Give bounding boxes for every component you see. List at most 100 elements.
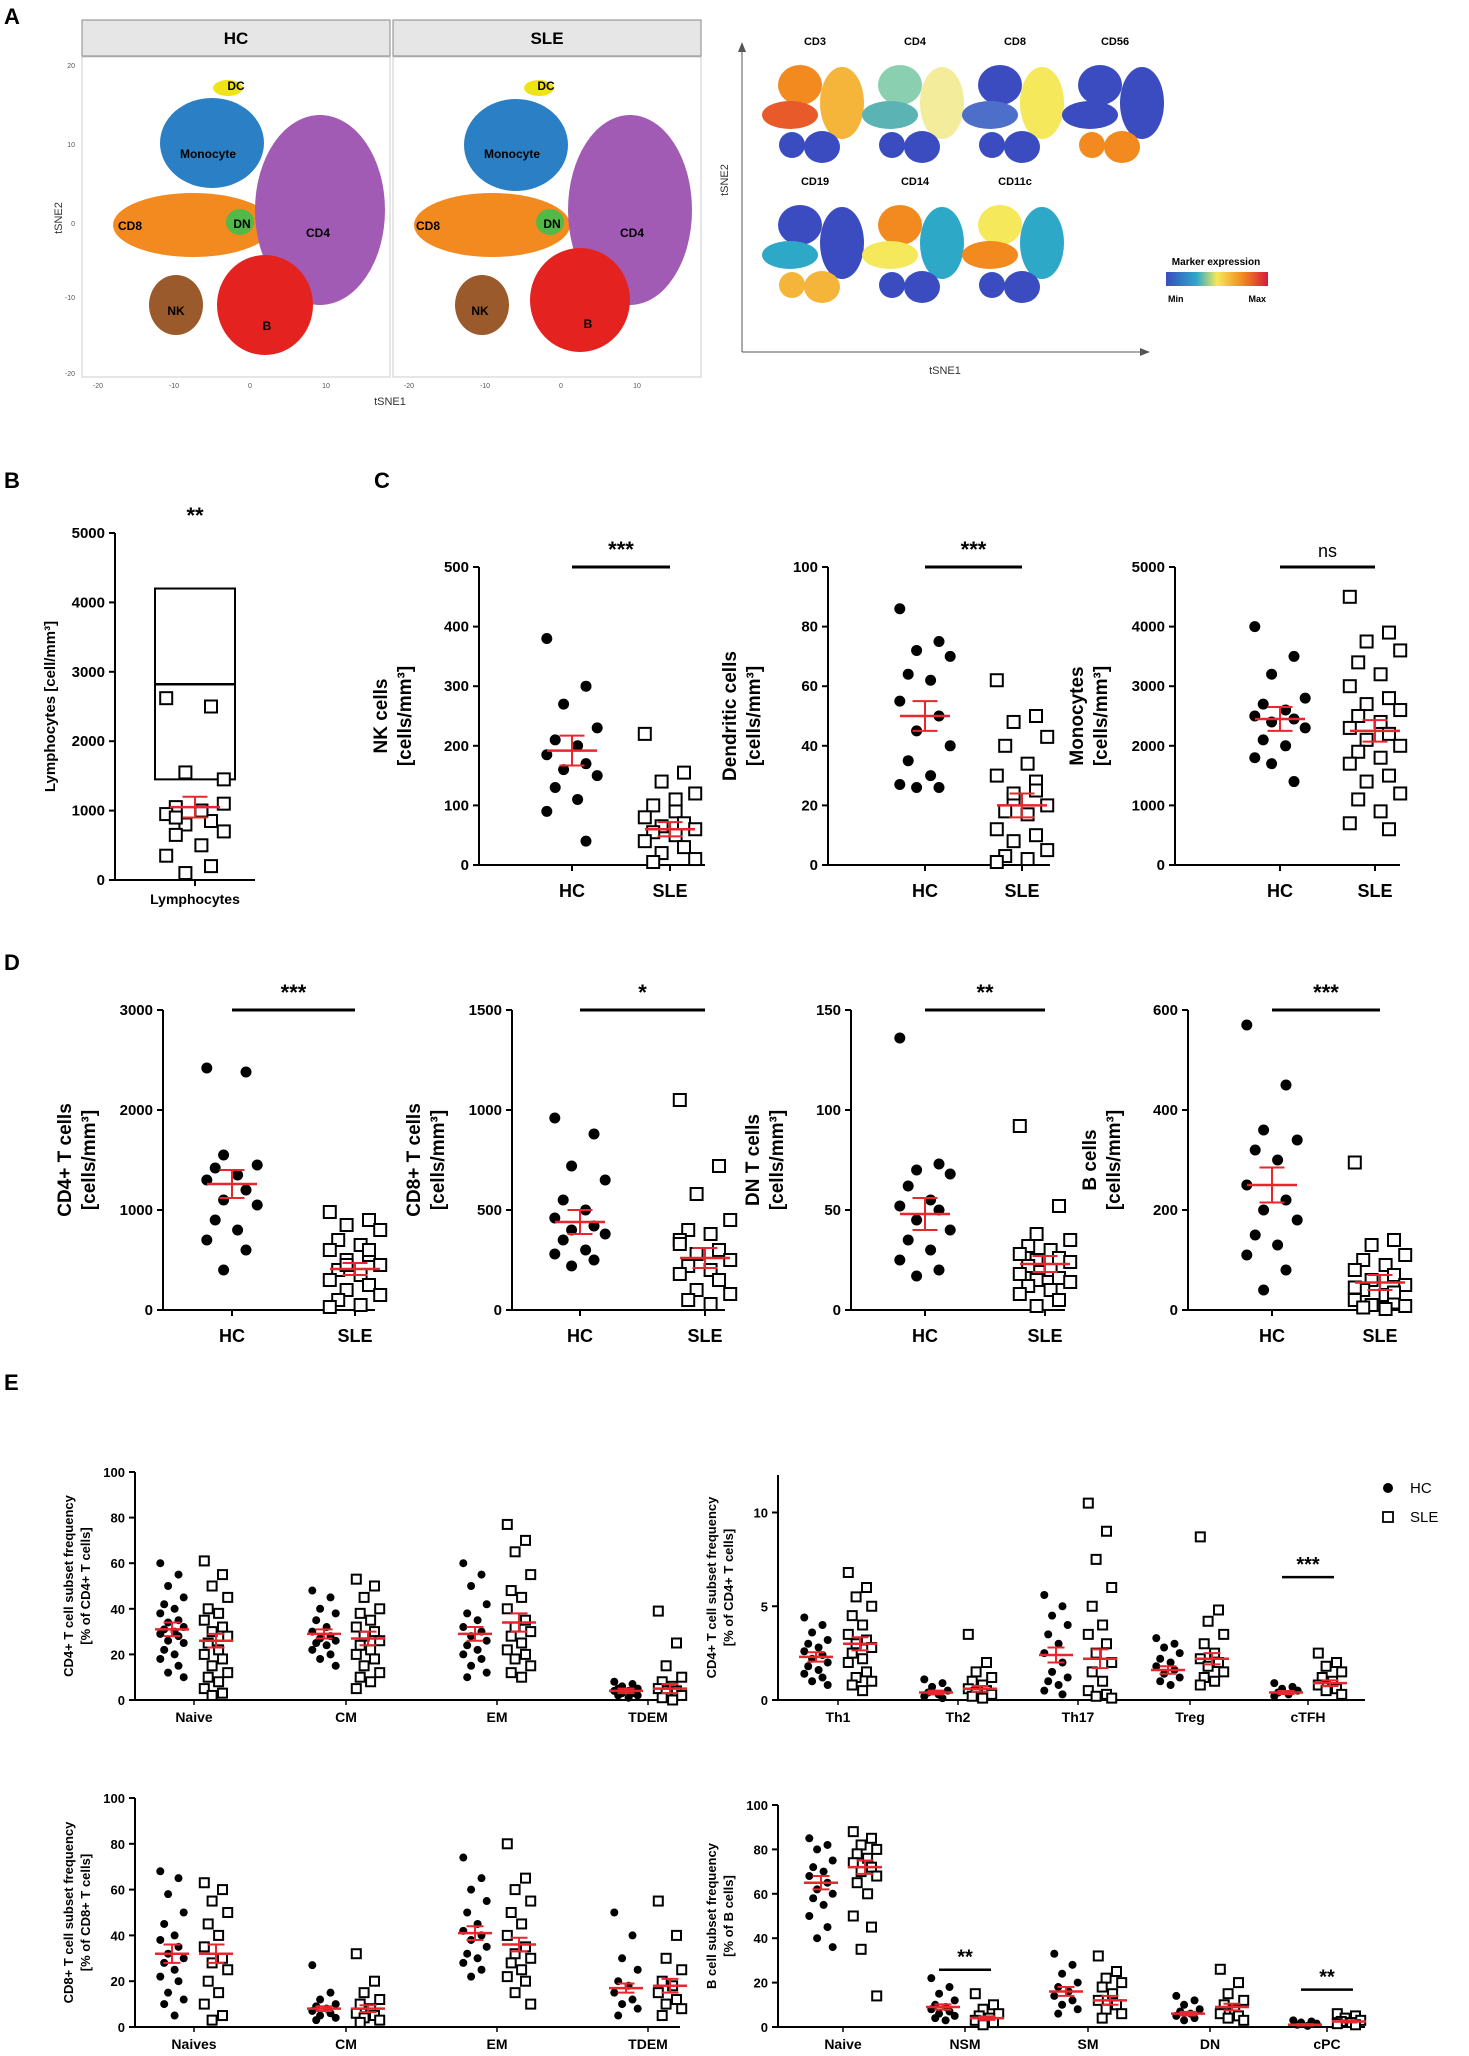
data-point	[326, 1650, 335, 1659]
data-point	[501, 1971, 513, 1983]
data-point	[1106, 1582, 1118, 1593]
significance-label: ***	[1313, 980, 1339, 1005]
marker-label: CD3	[804, 36, 826, 48]
marker-blob	[879, 132, 905, 158]
data-point	[566, 1260, 578, 1272]
marker-map-cd56: CD56	[1062, 36, 1164, 163]
data-point	[322, 1300, 337, 1314]
data-point	[516, 1964, 528, 1976]
data-point	[354, 1607, 366, 1619]
y-axis-label: CD4+ T cell subset frequency	[61, 1494, 76, 1676]
svg-text:NK: NK	[471, 304, 489, 318]
data-point	[800, 1613, 809, 1622]
data-point	[459, 1958, 468, 1967]
data-point	[846, 1679, 858, 1691]
cluster-b	[530, 248, 630, 352]
data-point	[525, 1660, 537, 1672]
data-point	[369, 1653, 380, 1665]
data-point	[209, 1214, 221, 1226]
data-point	[316, 1995, 325, 2004]
data-point	[944, 1224, 956, 1236]
data-point	[463, 1641, 472, 1650]
marker-xlabel: tSNE1	[929, 365, 961, 377]
marker-blob	[979, 132, 1005, 158]
data-point	[516, 1637, 528, 1649]
data-point	[198, 1877, 210, 1889]
data-point	[1180, 2000, 1189, 2009]
svg-text:DC: DC	[537, 79, 555, 93]
data-point	[1175, 1673, 1184, 1682]
y-tick-label: 60	[801, 678, 818, 695]
data-point	[156, 1867, 165, 1876]
x-tick-label: Lymphocytes	[150, 891, 240, 907]
data-point	[671, 1929, 682, 1941]
data-point	[911, 1214, 923, 1226]
data-point	[308, 1961, 317, 1970]
data-point	[1249, 1144, 1261, 1156]
data-point	[624, 1693, 633, 1702]
data-point	[216, 796, 231, 811]
data-point	[213, 1987, 225, 1999]
data-point	[823, 1636, 832, 1644]
data-point	[1116, 2008, 1128, 2020]
y-tick-label: 100	[793, 559, 818, 576]
data-point	[331, 1661, 340, 1670]
data-point	[809, 1894, 818, 1903]
y-tick-label: 80	[801, 619, 818, 636]
facet-label-sle: SLE	[530, 29, 563, 48]
data-point	[232, 1169, 244, 1181]
data-point	[509, 1546, 521, 1558]
data-point	[933, 782, 945, 794]
data-point	[681, 1293, 696, 1307]
y-tick-label: 200	[1153, 1202, 1178, 1219]
data-point	[1258, 1204, 1270, 1216]
x-tick-label: Treg	[1175, 1709, 1205, 1725]
data-point	[656, 2010, 668, 2022]
data-point	[365, 1644, 377, 1656]
data-point	[894, 1254, 906, 1266]
y-tick-label: 80	[111, 1511, 125, 1526]
data-point	[1100, 2003, 1112, 2015]
chart-d1: 0 1000 2000 3000 CD4+ T cells [cells/mm³] HC SL…	[55, 980, 388, 1346]
data-point	[217, 1884, 228, 1896]
significance-label: ***	[1296, 1554, 1320, 1576]
data-point	[218, 1194, 230, 1206]
y-axis-unit: [cells/mm³]	[744, 666, 765, 766]
data-point	[204, 859, 218, 874]
data-point	[1238, 2014, 1250, 2026]
data-point	[365, 1614, 377, 1626]
data-point	[179, 1673, 188, 1682]
marker-blob	[778, 205, 822, 245]
y-tick-label: 20	[801, 797, 818, 814]
data-point	[988, 1999, 999, 2011]
data-point	[477, 1570, 486, 1579]
marker-blob	[1020, 207, 1064, 279]
data-point	[353, 1298, 368, 1312]
y-axis-unit: [% of CD4+ T cells]	[78, 1527, 93, 1644]
marker-blob	[820, 67, 864, 139]
data-point	[1241, 1179, 1253, 1191]
marker-legend-title: Marker expression	[1172, 257, 1260, 268]
y-tick-label: 400	[444, 619, 469, 636]
y-tick-label: 100	[103, 1465, 125, 1480]
data-point	[637, 726, 652, 741]
data-point	[1052, 1199, 1066, 1213]
data-point	[1058, 1969, 1067, 1978]
data-point	[925, 1194, 937, 1206]
data-point	[202, 1671, 214, 1683]
y-tick-label: 2000	[1132, 738, 1165, 755]
data-point	[217, 1621, 228, 1633]
data-point	[1097, 1619, 1109, 1631]
data-point	[989, 822, 1004, 837]
y-axis-label: DN T cells	[743, 1114, 764, 1206]
data-point	[473, 1954, 482, 1963]
data-point	[805, 1872, 814, 1881]
data-point	[933, 636, 945, 647]
data-point	[1398, 1299, 1413, 1313]
y-axis-label: CD8+ T cells	[404, 1103, 425, 1217]
data-point	[671, 1994, 682, 2006]
y-tick-label: 50	[824, 1202, 841, 1219]
data-point	[1175, 1649, 1184, 1658]
data-point	[1373, 750, 1388, 765]
data-point	[1373, 804, 1388, 819]
